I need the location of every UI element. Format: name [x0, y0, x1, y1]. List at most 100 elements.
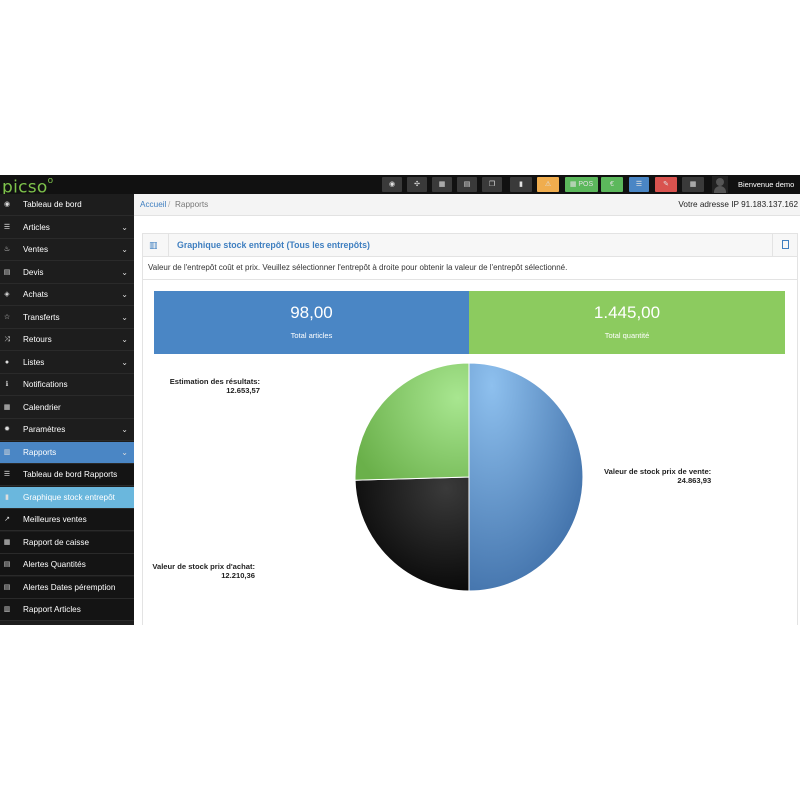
sidebar-item-label: Alertes Quantités — [23, 560, 86, 569]
sidebar-item-label: Ventes — [23, 245, 49, 254]
chevron-down-icon: ⌄ — [121, 447, 128, 457]
thumbs-up-icon: ♨ — [3, 246, 11, 253]
barcode-icon: ▥ — [3, 606, 11, 613]
warehouse-select-icon[interactable] — [782, 240, 789, 249]
panel-header: ▥ Graphique stock entrepôt (Tous les ent… — [142, 233, 798, 257]
sidebar-item-rapports[interactable]: ▥ Rapports ⌄ — [0, 441, 134, 464]
panel-description: Valeur de l'entrepôt coût et prix. Veuil… — [148, 263, 568, 272]
total-quantite-card: 1.445,00 Total quantité — [469, 291, 785, 354]
sidebar-item-retours[interactable]: ⤨ Retours ⌄ — [0, 329, 134, 351]
sidebar-item-label: Achats — [23, 290, 49, 299]
total-quantite-label: Total quantité — [604, 331, 650, 340]
dashboard-icon: ◉ — [3, 201, 11, 208]
star-icon: ☆ — [3, 313, 11, 321]
sidebar-item-articles[interactable]: ☰ Articles ⌄ — [0, 217, 134, 239]
welcome-text[interactable]: Bienvenue demo — [738, 180, 795, 189]
total-articles-label: Total articles — [290, 331, 333, 340]
sidebar-item-meilleures-ventes[interactable]: ↗ Meilleures ventes — [0, 509, 134, 531]
chevron-down-icon: ⌄ — [121, 245, 128, 254]
sidebar-item-graphique-stock-entrep-t[interactable]: ▮ Graphique stock entrepôt — [0, 486, 134, 509]
sidebar-item-label: Devis — [23, 267, 44, 277]
header-divider-right — [772, 234, 773, 256]
breadcrumb-current: Rapports — [175, 200, 209, 209]
chevron-down-icon: ⌄ — [121, 222, 128, 232]
calculator-icon[interactable]: ▦ — [432, 177, 452, 192]
chevron-down-icon: ⌄ — [121, 267, 128, 277]
calendar-icon[interactable]: ▤ — [457, 177, 477, 192]
calendar-icon: ▦ — [3, 403, 11, 411]
warning-icon[interactable]: ⚠ — [537, 177, 559, 192]
pie-slice[interactable] — [354, 476, 470, 592]
sidebar-item-label: Articles — [23, 222, 50, 232]
sidebar-item-calendrier[interactable]: ▦ Calendrier — [0, 397, 134, 419]
total-articles-value: 98,00 — [290, 303, 333, 322]
sidebar-item-label: Graphique stock entrepôt — [23, 492, 115, 502]
grid-icon[interactable]: ▦ — [682, 177, 704, 192]
sidebar-item-label: Listes — [23, 357, 45, 367]
sidebar-item-tableau-de-bord[interactable]: ◉ Tableau de bord — [0, 194, 134, 216]
breadcrumb-home-link[interactable]: Accueil — [140, 200, 167, 209]
sidebar-item-label: Rapport Articles — [23, 605, 81, 614]
header-divider — [168, 234, 169, 256]
sidebar-item-alertes-dates-p-remption[interactable]: ▤ Alertes Dates péremption — [0, 576, 134, 599]
quote-icon: ▤ — [3, 268, 11, 276]
sidebar-item-label: Retours — [23, 335, 52, 344]
pie-slice-label: Valeur de stock prix de vente: 24.863,93 — [604, 467, 712, 485]
pie-slice[interactable] — [468, 362, 584, 592]
total-quantite-value: 1.445,00 — [593, 303, 661, 322]
sidebar-item-label: Rapport de caisse — [23, 537, 89, 547]
shuffle-icon: ⤨ — [4, 336, 10, 343]
list-icon: ☰ — [3, 471, 11, 478]
page-title: Graphique stock entrepôt (Tous les entre… — [177, 240, 370, 250]
pie-slice-label: Estimation des résultats: 12.653,57 — [169, 377, 260, 395]
pie-slice-label: Valeur de stock prix d'achat: 12.210,36 — [152, 562, 255, 580]
ip-address: Votre adresse IP 91.183.137.162 — [678, 200, 798, 209]
list-icon[interactable]: ☰ — [629, 177, 649, 192]
stock-pie-chart: Valeur de stock prix de vente: 24.863,93 V… — [134, 360, 800, 625]
line-chart-icon: ↗ — [4, 516, 10, 523]
sidebar: ◉ Tableau de bord ☰ Articles ⌄ ♨ Ventes ⌄ ▤ Devis… — [0, 194, 134, 625]
description-divider — [142, 279, 798, 280]
sidebar-item-rapport-articles[interactable]: ▥ Rapport Articles — [0, 599, 134, 621]
app-window: picsoo ◉ ✣ ▦ ▤ ❐ ▮ ⚠ ▦ POS € ☰ ✎ ▦ Bienvenue demo ◉… — [0, 175, 800, 625]
sidebar-item-ventes[interactable]: ♨ Ventes ⌄ — [0, 239, 134, 261]
sidebar-item-rapport-de-caisse[interactable]: ▦ Rapport de caisse — [0, 531, 134, 554]
pos-button[interactable]: ▦ POS — [565, 177, 598, 192]
sidebar-item-notifications[interactable]: ℹ Notifications — [0, 374, 134, 396]
sidebar-item-label: Rapports — [23, 447, 57, 457]
sidebar-item-param-tres[interactable]: ✹ Paramètres ⌄ — [0, 419, 134, 441]
eraser-icon[interactable]: ✎ — [655, 177, 677, 192]
alert-date-icon: ▤ — [3, 583, 11, 591]
sidebar-item-label: Notifications — [23, 380, 68, 389]
dashboard-icon[interactable]: ◉ — [382, 177, 402, 192]
top-bar: picsoo ◉ ✣ ▦ ▤ ❐ ▮ ⚠ ▦ POS € ☰ ✎ ▦ Bienvenue demo — [0, 175, 800, 197]
info-icon: ℹ — [5, 381, 9, 388]
sidebar-item-tableau-de-bord-rapports[interactable]: ☰ Tableau de bord Rapports — [0, 464, 134, 486]
sidebar-item-label: Alertes Dates péremption — [23, 582, 116, 592]
sidebar-item-devis[interactable]: ▤ Devis ⌄ — [0, 262, 134, 284]
sidebar-item-transferts[interactable]: ☆ Transferts ⌄ — [0, 307, 134, 329]
chevron-down-icon: ⌄ — [121, 335, 128, 344]
articles-icon: ☰ — [3, 223, 11, 231]
sidebar-item-label: Tableau de bord Rapports — [23, 470, 118, 479]
sidebar-item-listes[interactable]: ● Listes ⌄ — [0, 352, 134, 374]
sidebar-item-achats[interactable]: ◈ Achats ⌄ — [0, 284, 134, 306]
copy-icon[interactable]: ❐ — [482, 177, 502, 192]
document-icon: ▮ — [5, 493, 9, 501]
bar-chart-icon: ▥ — [3, 448, 11, 456]
alert-icon: ▤ — [3, 561, 11, 568]
pie-slice[interactable] — [354, 362, 470, 481]
sidebar-item-label: Transferts — [23, 312, 60, 322]
sidebar-item-label: Calendrier — [23, 402, 61, 412]
sidebar-item-alertes-quantit-s[interactable]: ▤ Alertes Quantités — [0, 554, 134, 576]
euro-icon[interactable]: € — [601, 177, 623, 192]
total-articles-card: 98,00 Total articles — [154, 291, 469, 354]
settings-icon[interactable]: ✣ — [407, 177, 427, 192]
chevron-down-icon: ⌄ — [121, 357, 128, 367]
flag-icon[interactable]: ▮ — [510, 177, 532, 192]
logo[interactable]: picsoo — [2, 176, 54, 198]
grid-icon: ▦ — [3, 538, 11, 546]
sidebar-item-label: Meilleures ventes — [23, 515, 87, 524]
avatar[interactable] — [712, 176, 728, 193]
bar-chart-icon: ▥ — [149, 240, 158, 250]
